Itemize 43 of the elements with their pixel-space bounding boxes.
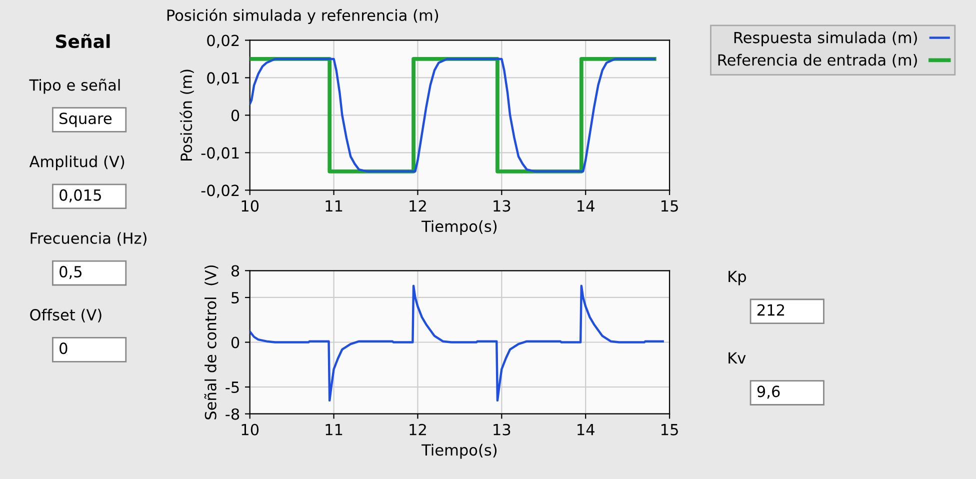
y-tick-label: -0,02: [201, 184, 239, 198]
y-axis-title: Posición (m): [180, 70, 194, 160]
x-axis-title: Tiempo(s): [421, 444, 497, 459]
text: Frecuencia (Hz): [30, 232, 146, 246]
y-tick-label: 8: [231, 265, 240, 277]
x-tick-label: 15: [661, 424, 678, 436]
chart-title: Posición simulada y refenrencia (m): [167, 8, 438, 24]
y-axis-title: Señal de control (V): [204, 265, 218, 420]
x-tick-label: 12: [410, 200, 426, 212]
legend-label: Respuesta simulada (m): [734, 31, 917, 46]
x-axis-title: Tiempo(s): [421, 220, 497, 236]
x-tick-label: 10: [242, 424, 259, 436]
text: Offset (V): [30, 308, 102, 322]
legend-label: Referencia de entrada (m): [718, 54, 917, 68]
y-tick-label: -8: [226, 408, 240, 420]
text: 0,015: [60, 189, 101, 202]
text: Amplitud (V): [29, 155, 124, 170]
y-tick-label: 0,01: [207, 72, 239, 86]
text: 9,6: [757, 386, 780, 399]
y-tick-label: 0: [231, 110, 240, 122]
x-tick-label: 11: [326, 424, 342, 436]
x-tick-label: 15: [661, 200, 678, 212]
text: Square: [60, 112, 112, 128]
x-tick-label: 11: [326, 200, 342, 212]
text: Kv: [728, 352, 746, 364]
line-series: [250, 284, 664, 402]
x-tick-label: 10: [242, 200, 259, 212]
text: 0: [60, 342, 68, 354]
x-tick-label: 14: [578, 424, 594, 436]
y-tick-label: 0,02: [207, 34, 239, 48]
text: 0,5: [60, 266, 82, 280]
y-tick-label: -5: [226, 382, 239, 394]
text: 212: [758, 304, 784, 316]
text: Kp: [728, 270, 746, 286]
y-tick-label: 5: [232, 292, 239, 304]
y-tick-label: 0: [231, 336, 240, 348]
text: Señal: [56, 34, 110, 48]
y-tick-label: -0,01: [201, 147, 239, 160]
x-tick-label: 13: [494, 424, 510, 436]
x-tick-label: 13: [494, 200, 510, 212]
text: Tipo e señal: [29, 78, 120, 94]
x-tick-label: 12: [410, 424, 426, 436]
x-tick-label: 14: [578, 200, 594, 212]
